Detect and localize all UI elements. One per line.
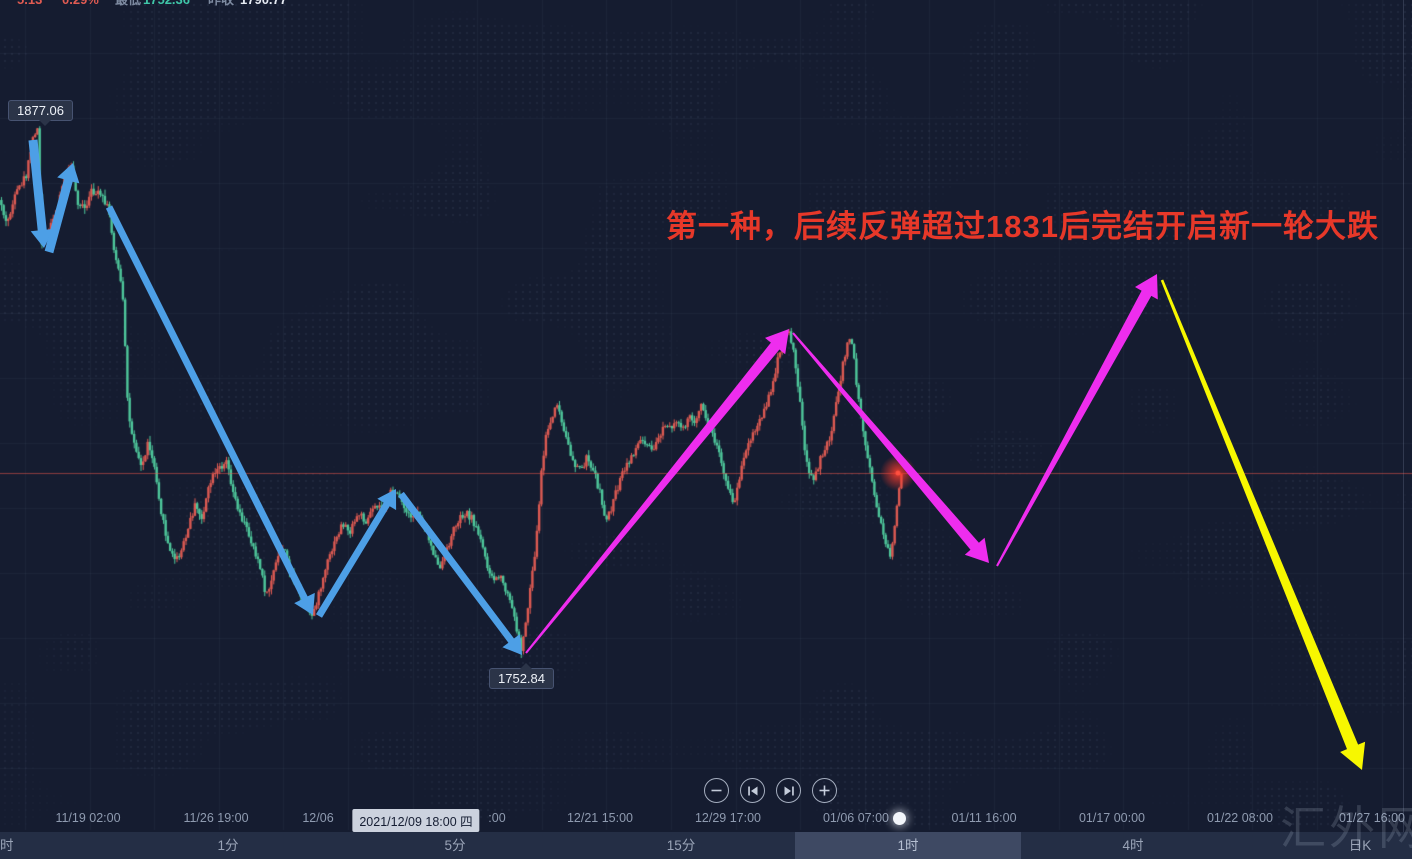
time-tick: 11/19 02:00: [55, 811, 121, 825]
minus-icon: [711, 789, 722, 792]
header-field-0: 5.13: [17, 0, 42, 10]
time-tick: 01/22 08:00: [1206, 811, 1274, 825]
zoom-in-button[interactable]: [812, 778, 837, 803]
time-tick: 12/29 17:00: [694, 811, 762, 825]
time-tick: 01/17 00:00: [1078, 811, 1146, 825]
timeframe-tab-分时[interactable]: 分时: [0, 838, 14, 853]
time-tick: 11/26 19:00: [183, 811, 249, 825]
timeframe-tab-15分[interactable]: 15分: [666, 838, 696, 853]
timeframe-tab-1分[interactable]: 1分: [217, 838, 239, 853]
skip-to-end-icon: [784, 786, 794, 795]
timeline-scroll-handle[interactable]: [892, 811, 906, 825]
plus-icon: [819, 785, 830, 796]
skip-start-button[interactable]: [740, 778, 765, 803]
chart-controls: [704, 778, 837, 803]
time-tick: :00: [488, 811, 506, 825]
price-axis-edge: [1403, 0, 1404, 859]
low-price-value: 1752.84: [498, 671, 545, 686]
skip-end-button[interactable]: [776, 778, 801, 803]
skip-to-start-icon: [747, 786, 757, 795]
time-tick: 01/27 16:00: [1338, 811, 1406, 825]
header-field-1: 0.29%: [62, 0, 99, 10]
header-field-4: 昨收: [208, 0, 234, 10]
high-price-label: 1877.06: [8, 100, 73, 126]
timeframe-tab-4时[interactable]: 4时: [1122, 838, 1144, 853]
site-watermark: 汇外网: [1280, 802, 1412, 854]
header-field-5: 1790.77: [240, 0, 287, 10]
high-price-value: 1877.06: [17, 103, 64, 118]
header-field-3: 1752.36: [143, 0, 190, 10]
time-tick: 01/11 16:00: [951, 811, 1017, 825]
time-tick: 12/06: [302, 811, 334, 825]
pointer-down-icon: [39, 120, 51, 126]
analysis-annotation-text: 第一种，后续反弹超过1831后完结开启新一轮大跌: [666, 209, 1379, 244]
pointer-up-icon: [520, 663, 532, 669]
zoom-out-button[interactable]: [704, 778, 729, 803]
timeframe-tab-5分[interactable]: 5分: [444, 838, 466, 853]
header-field-2: 最低: [115, 0, 141, 10]
crosshair-date-label: 2021/12/09 18:00 四: [352, 809, 480, 832]
time-axis[interactable]: 11/19 02:00 11/26 19:00 12/06 :00 12/21 15:0…: [0, 808, 1412, 832]
timeframe-tab-日K[interactable]: 日K: [1348, 838, 1372, 853]
timeframe-bar: 分时 1分 5分 15分 1时 4时 日K: [0, 832, 1412, 859]
low-price-label: 1752.84: [489, 663, 554, 689]
time-tick: 01/06 07:00: [822, 811, 890, 825]
timeframe-tab-1时[interactable]: 1时: [897, 838, 919, 853]
active-tab-highlight: [795, 832, 1021, 859]
time-tick: 12/21 15:00: [566, 811, 634, 825]
